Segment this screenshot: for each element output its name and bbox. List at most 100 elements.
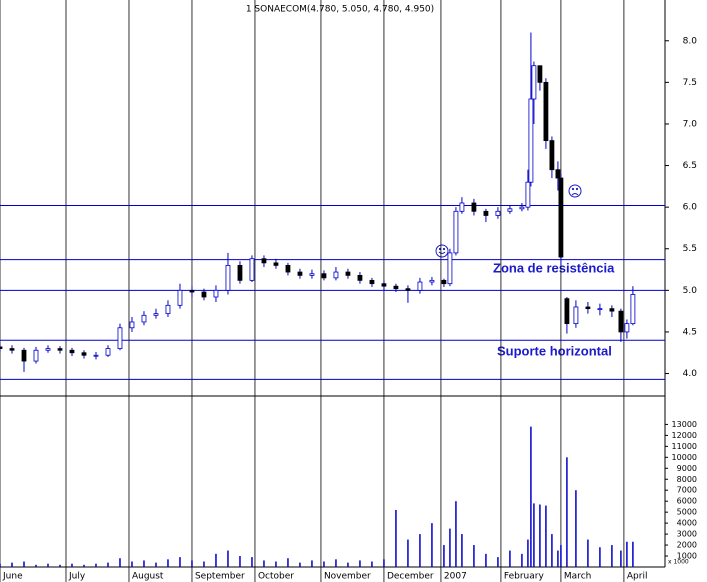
volume-bar (539, 504, 541, 567)
candle-body (273, 262, 279, 266)
volume-bar (0, 563, 1, 567)
volume-bar (167, 559, 169, 567)
candle-body (381, 283, 387, 287)
candle-body (237, 264, 243, 281)
x-tick-label: October (258, 572, 294, 582)
annotation: Zona de resistência (493, 260, 615, 275)
volume-bar (497, 557, 499, 567)
candle-body (573, 306, 579, 325)
smiley-icon (435, 244, 449, 258)
candle-body (57, 348, 63, 351)
candle-body (597, 308, 603, 311)
volume-bar (611, 545, 613, 567)
volume-bar (473, 545, 475, 567)
y-tick-label: 3000 (677, 530, 697, 539)
y-tick-label: 5.0 (683, 286, 698, 296)
volume-bar (83, 564, 85, 567)
volume-bar (287, 558, 289, 567)
volume-bar (275, 561, 277, 567)
candle-body (564, 298, 570, 325)
candle-body (345, 271, 351, 276)
x-tick-label: September (195, 572, 245, 582)
candle-body (177, 289, 183, 306)
volume-bar (530, 426, 532, 567)
x-tick-label: 2007 (444, 572, 467, 582)
candle-body (69, 349, 75, 354)
candle-body (9, 348, 15, 351)
y-tick-label: 4000 (677, 519, 697, 528)
candle-body (21, 349, 27, 362)
x-tick-label: June (2, 572, 23, 582)
y-tick-label: 9000 (677, 464, 697, 473)
candle-body (417, 281, 423, 291)
volume-bar (407, 539, 409, 567)
candle-body (525, 181, 531, 208)
candle-body (441, 279, 447, 285)
volume-bar (620, 550, 622, 567)
candle-body (369, 279, 375, 285)
y-tick-label: 12000 (672, 431, 697, 440)
y-tick-label: 7000 (677, 486, 697, 495)
candle-body (333, 271, 339, 279)
volume-bar (227, 550, 229, 567)
y-tick-label: 11000 (672, 442, 697, 451)
candle-body (225, 264, 231, 291)
volume-bar (131, 561, 133, 567)
candle-body (393, 285, 399, 290)
volume-bar (251, 557, 253, 567)
candle-body (33, 349, 39, 362)
candle-body (549, 140, 555, 171)
candle-body (429, 279, 435, 283)
volume-bar (533, 503, 535, 567)
volume-bar (443, 545, 445, 567)
candle-body (309, 273, 315, 276)
volume-bar (509, 550, 511, 567)
candle-body (357, 274, 363, 281)
candle-body (129, 321, 135, 329)
candle-body (45, 348, 51, 351)
candle-body (537, 65, 543, 83)
volume-bar (485, 553, 487, 567)
volume-bar (23, 561, 25, 567)
y-tick-label: 7.0 (683, 119, 698, 129)
candle-body (141, 314, 147, 323)
y-tick-label: 1000 (677, 552, 697, 561)
volume-bar (215, 553, 217, 567)
candle-body (117, 327, 123, 349)
y-tick-label: 7.5 (683, 78, 697, 88)
volume-bar (461, 534, 463, 567)
volume-bar (632, 541, 634, 567)
y-tick-label: 13000 (672, 420, 697, 429)
annotation: Suporte horizontal (497, 343, 612, 358)
candle-body (285, 264, 291, 273)
x-tick-label: March (564, 572, 591, 582)
candle-body (555, 169, 561, 179)
candle-body (261, 258, 267, 264)
volume-bar (335, 559, 337, 567)
volume-bar (347, 562, 349, 567)
y-tick-label: 4.5 (683, 327, 697, 337)
volume-bar (47, 563, 49, 567)
candle-body (447, 252, 453, 285)
candle-body (558, 177, 564, 258)
candle-body (93, 354, 99, 357)
candle-body (471, 202, 477, 212)
candle-body (81, 352, 87, 356)
candle-body (618, 310, 624, 333)
candle-body (624, 323, 630, 333)
candle-body (153, 313, 159, 316)
candle-body (321, 273, 327, 279)
volume-bar (35, 564, 37, 567)
y-tick-label: 10000 (672, 453, 697, 462)
volume-bar (311, 560, 313, 567)
volume-bar (359, 560, 361, 567)
candle-body (189, 289, 195, 293)
candle-body (105, 348, 111, 356)
candle-body (213, 289, 219, 298)
x-tick-label: December (387, 572, 434, 582)
frown-icon (568, 184, 582, 198)
y-tick-label: 4.0 (683, 369, 698, 379)
volume-bar (431, 523, 433, 567)
volume-bar (383, 559, 385, 567)
